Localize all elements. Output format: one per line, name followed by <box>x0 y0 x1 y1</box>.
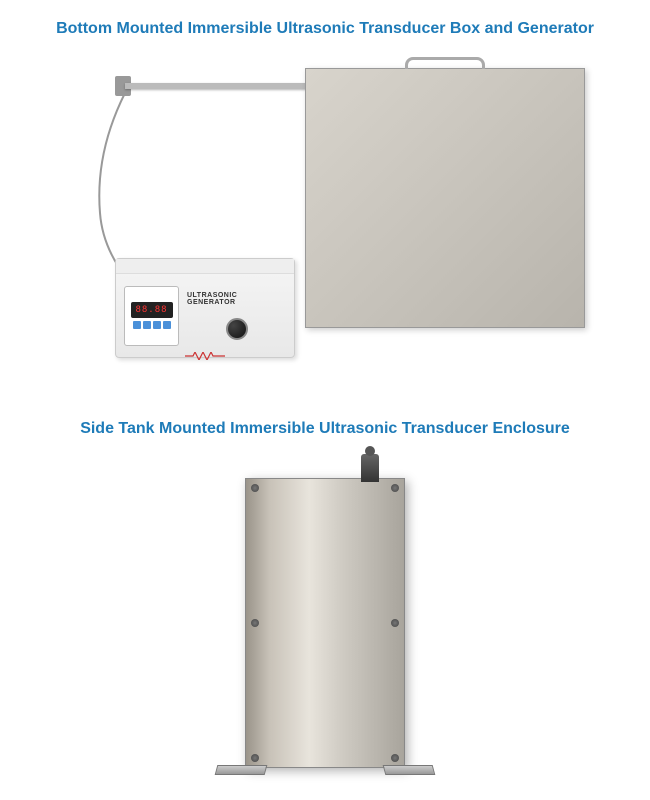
enclosure-connector <box>361 454 379 482</box>
ultrasonic-generator: 88.88 ULTRASONIC GENERATOR <box>115 258 295 358</box>
enclosure-foot <box>383 765 436 775</box>
enclosure-bolt <box>391 754 399 762</box>
generator-button-row <box>133 321 171 329</box>
top-title: Bottom Mounted Immersible Ultrasonic Tra… <box>36 20 614 38</box>
bottom-title: Side Tank Mounted Immersible Ultrasonic … <box>60 420 590 438</box>
generator-button <box>143 321 151 329</box>
generator-wave-icon <box>185 347 225 355</box>
top-product-area: 88.88 ULTRASONIC GENERATOR <box>35 58 615 378</box>
side-transducer-enclosure <box>245 478 405 768</box>
wave-path <box>185 352 225 360</box>
generator-top-edge <box>116 259 294 274</box>
generator-button <box>153 321 161 329</box>
generator-control-panel: 88.88 <box>124 286 179 346</box>
bottom-section: Side Tank Mounted Immersible Ultrasonic … <box>0 400 650 800</box>
rigid-pipe <box>125 83 335 89</box>
generator-display: 88.88 <box>131 302 173 318</box>
generator-button <box>133 321 141 329</box>
generator-knob <box>226 318 248 340</box>
generator-front-panel: 88.88 ULTRASONIC GENERATOR <box>116 274 294 357</box>
wave-svg <box>185 352 225 360</box>
generator-button <box>163 321 171 329</box>
transducer-box <box>305 68 585 328</box>
enclosure-bolt <box>391 484 399 492</box>
enclosure-bolt <box>391 619 399 627</box>
page-container: Bottom Mounted Immersible Ultrasonic Tra… <box>0 0 650 800</box>
generator-label: ULTRASONIC GENERATOR <box>187 292 286 306</box>
enclosure-foot <box>215 765 268 775</box>
top-section: Bottom Mounted Immersible Ultrasonic Tra… <box>0 0 650 400</box>
enclosure-bolt <box>251 619 259 627</box>
transducer-handle <box>405 57 485 69</box>
bottom-product-area <box>35 458 615 788</box>
enclosure-bolt <box>251 484 259 492</box>
enclosure-bolt <box>251 754 259 762</box>
generator-label-area: ULTRASONIC GENERATOR <box>187 286 286 346</box>
